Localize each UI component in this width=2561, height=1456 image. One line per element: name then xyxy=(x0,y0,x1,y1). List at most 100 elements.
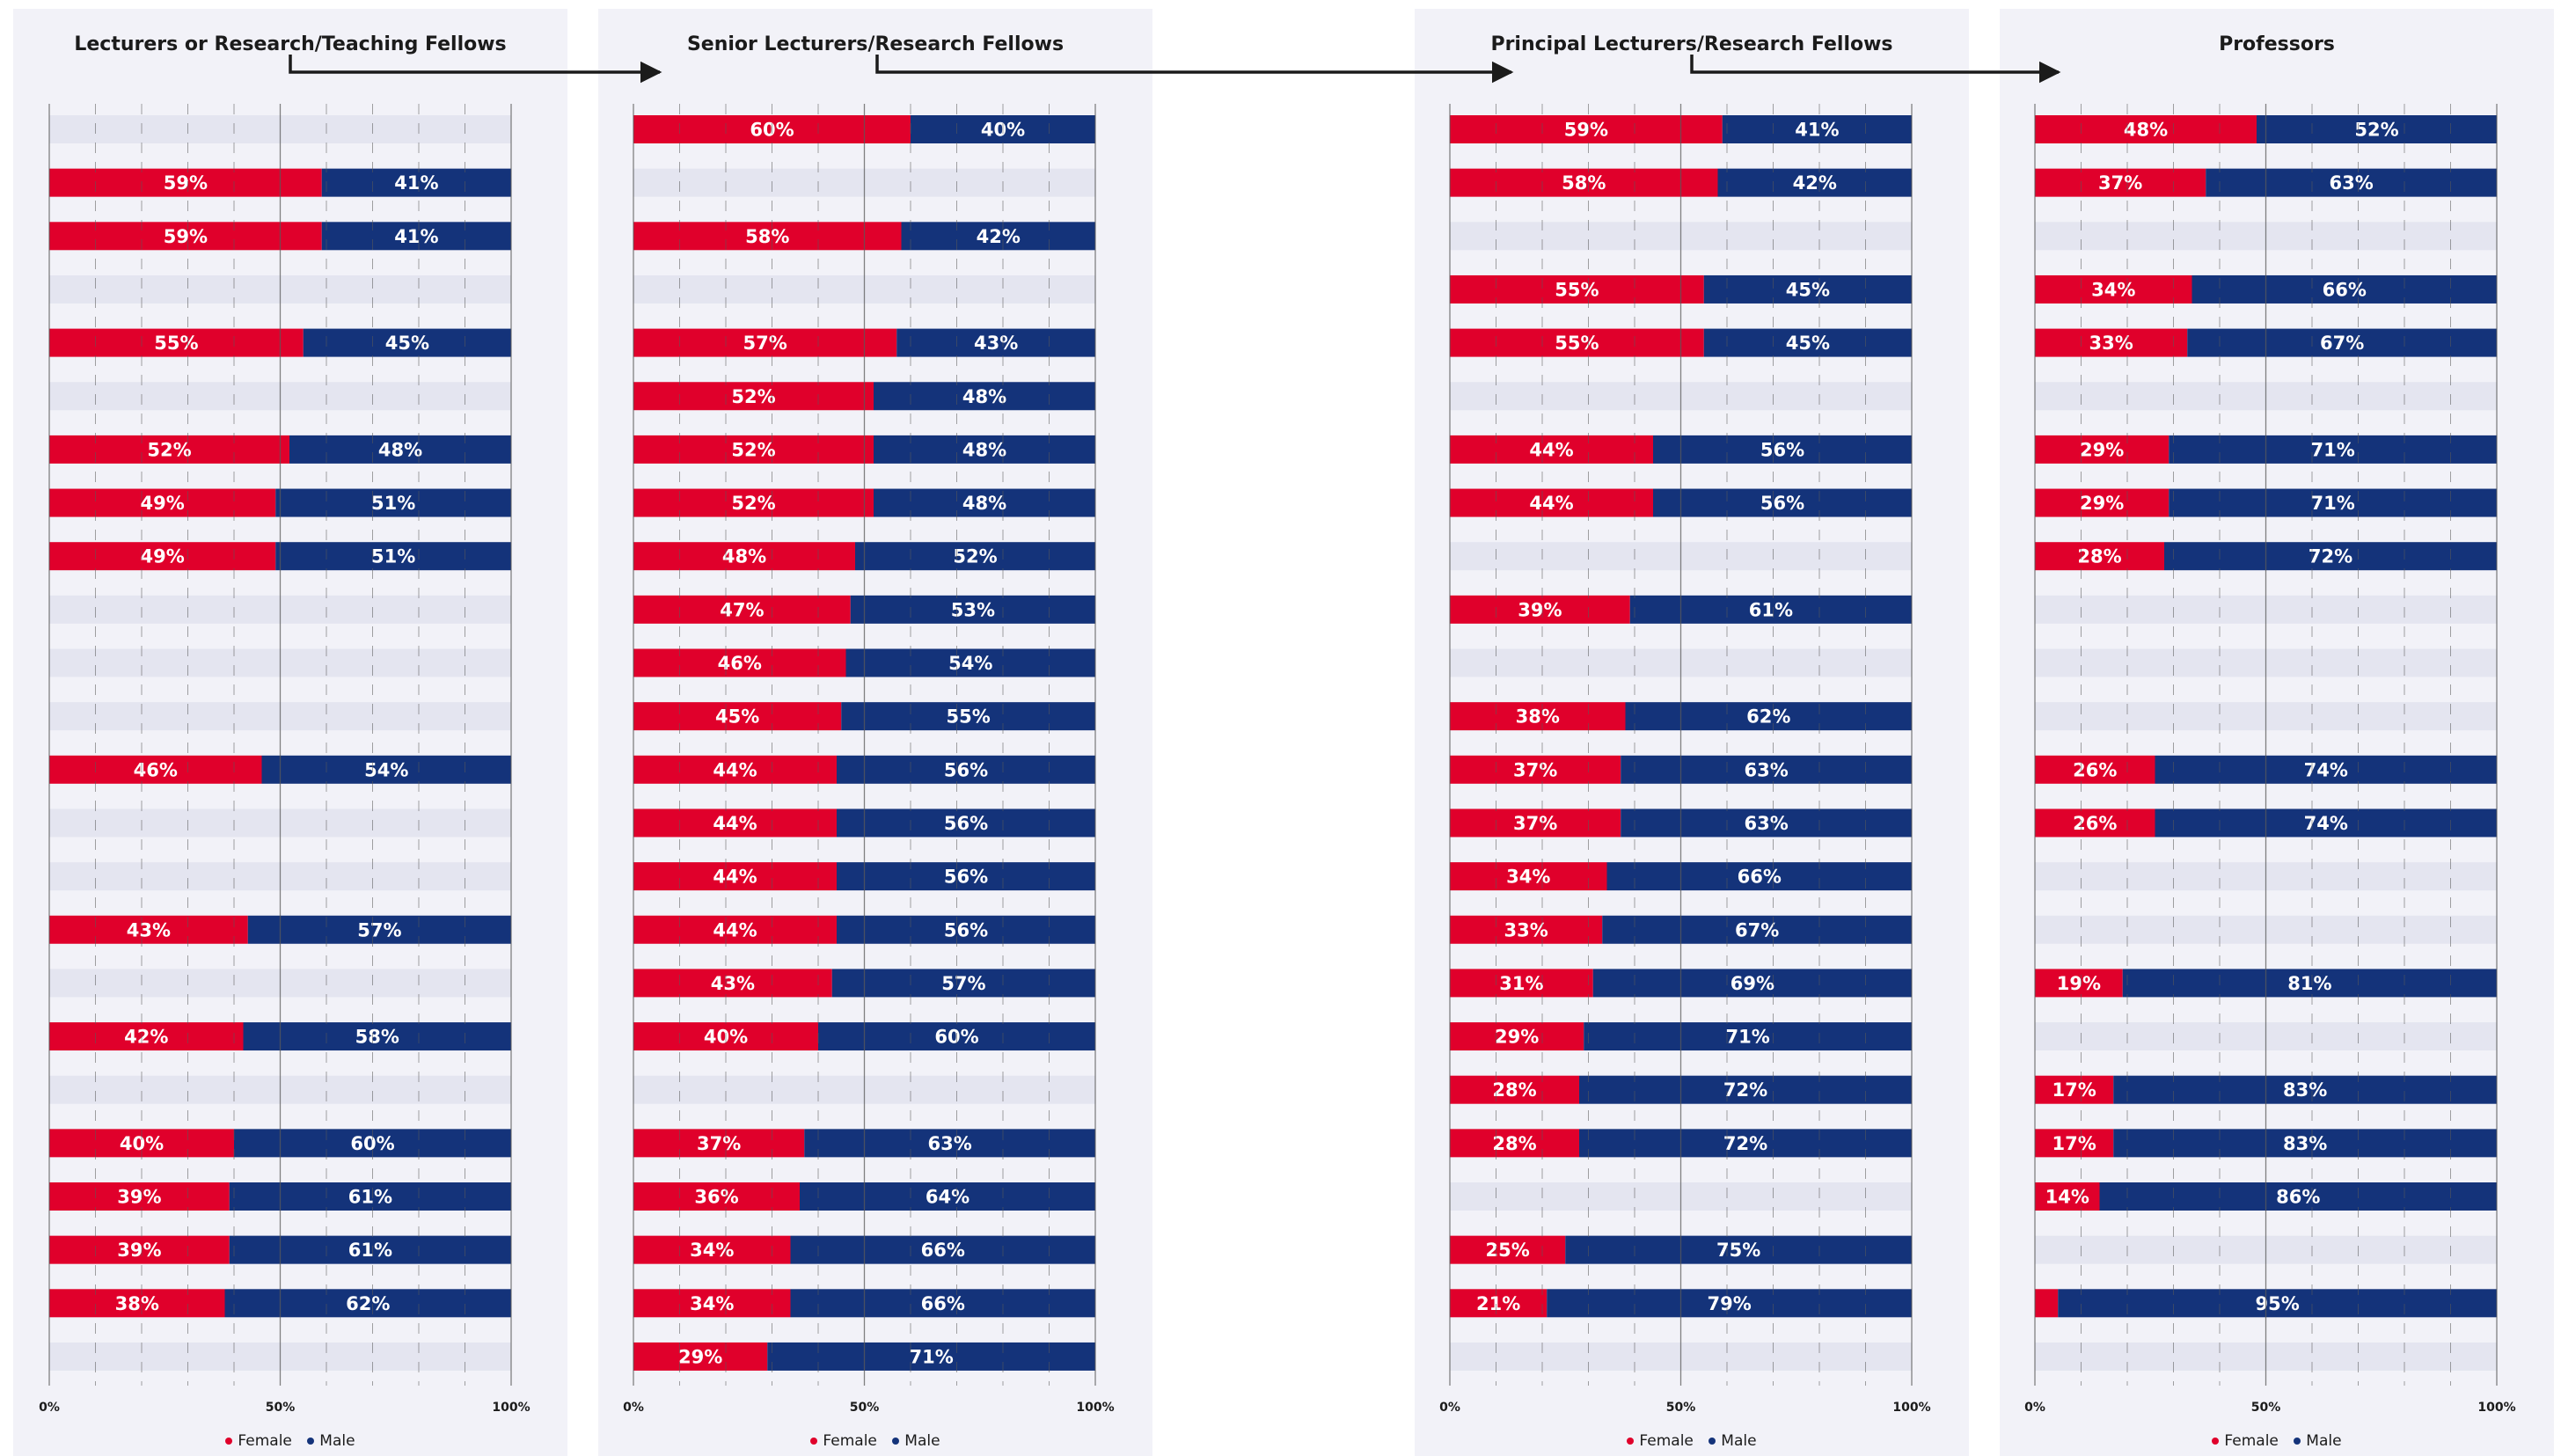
bar-female xyxy=(2035,969,2123,998)
data-label-female: 43% xyxy=(711,973,755,994)
data-label-male: 74% xyxy=(2304,813,2348,834)
data-label-male: 57% xyxy=(357,919,401,940)
data-label-female: 26% xyxy=(2073,813,2117,834)
data-label-male: 62% xyxy=(346,1293,390,1314)
bar-male xyxy=(855,542,1095,571)
bar-male xyxy=(229,1182,511,1211)
data-label-female: 52% xyxy=(731,439,775,460)
bar-female xyxy=(633,382,874,411)
bar-male xyxy=(790,1235,1095,1264)
data-label-female: 44% xyxy=(713,867,757,888)
data-label-male: 51% xyxy=(371,493,415,514)
data-label-female: 17% xyxy=(2052,1133,2096,1154)
data-label-female: 33% xyxy=(1504,919,1548,940)
data-label-male: 71% xyxy=(909,1346,953,1367)
bar-female xyxy=(2035,168,2206,197)
legend-item-female: Female xyxy=(225,1432,292,1450)
bar-female xyxy=(1450,595,1630,624)
data-label-female: 33% xyxy=(2089,333,2133,354)
data-label-female: 28% xyxy=(2077,546,2121,567)
data-label-female: 52% xyxy=(731,493,775,514)
bar-female xyxy=(633,648,846,677)
data-label-female: 31% xyxy=(1499,973,1543,994)
data-label-male: 67% xyxy=(1735,919,1779,940)
data-label-female: 47% xyxy=(720,599,764,620)
legend-label: Male xyxy=(319,1432,355,1450)
data-label-female: 58% xyxy=(1562,172,1606,194)
data-label-male: 48% xyxy=(962,493,1006,514)
bar-female xyxy=(2035,808,2155,838)
chart-group: 60% 40%58% 42%57% 43%52% 48%52% 48%52% 48%48% 5… xyxy=(623,104,1115,1415)
bar-female xyxy=(1450,1289,1548,1318)
data-label-male: 61% xyxy=(348,1240,392,1261)
legend-label: Female xyxy=(1639,1432,1694,1450)
bar-female xyxy=(633,702,842,731)
bar-female xyxy=(2035,1182,2100,1211)
data-label-male: 63% xyxy=(1744,813,1788,834)
data-label-male: 81% xyxy=(2287,973,2331,994)
data-label-male: 48% xyxy=(962,439,1006,460)
bar-female xyxy=(1450,488,1653,517)
data-label-female: 59% xyxy=(164,226,208,247)
data-label-female: 45% xyxy=(715,706,759,728)
bar-male xyxy=(896,328,1095,357)
data-label-male: 56% xyxy=(1760,493,1804,514)
data-label-female: 29% xyxy=(2080,439,2124,460)
bar-male xyxy=(1621,755,1912,784)
bar-female xyxy=(49,542,276,571)
data-label-male: 69% xyxy=(1731,973,1774,994)
data-label-male: 52% xyxy=(953,546,997,567)
bar-male xyxy=(1565,1235,1912,1264)
data-label-male: 66% xyxy=(2323,279,2367,300)
bar-male xyxy=(837,915,1095,944)
data-label-male: 71% xyxy=(1725,1027,1769,1048)
bar-male xyxy=(1584,1022,1912,1051)
female-dot-icon xyxy=(810,1438,818,1445)
bar-male xyxy=(261,755,511,784)
data-label-female: 49% xyxy=(140,493,184,514)
bar-female xyxy=(1450,1129,1579,1158)
data-label-male: 42% xyxy=(1793,172,1837,194)
bar-female xyxy=(633,222,902,251)
legend-label: Female xyxy=(823,1432,877,1450)
data-label-male: 71% xyxy=(2310,493,2354,514)
bar-female xyxy=(633,808,837,838)
arrow-icon xyxy=(289,55,662,84)
bar-male xyxy=(901,222,1095,251)
data-label-female: 44% xyxy=(713,813,757,834)
bar-female xyxy=(1450,755,1621,784)
bar-female xyxy=(633,435,874,464)
data-label-male: 72% xyxy=(1723,1133,1767,1154)
data-label-female: 26% xyxy=(2073,759,2117,780)
bar-male xyxy=(1703,328,1912,357)
bar-female xyxy=(49,1022,244,1051)
data-label-male: 79% xyxy=(1707,1293,1751,1314)
data-label-male: 72% xyxy=(1723,1079,1767,1101)
data-label-female: 34% xyxy=(2091,279,2135,300)
x-tick-label: 50% xyxy=(2251,1401,2281,1415)
data-label-male: 95% xyxy=(2255,1293,2299,1314)
bar-female xyxy=(633,328,897,357)
data-label-male: 54% xyxy=(948,653,992,674)
bar-male xyxy=(321,222,511,251)
panel-title: Principal Lecturers/Research Fellows xyxy=(1490,33,1893,55)
data-label-male: 62% xyxy=(1746,706,1790,728)
data-label-female: 38% xyxy=(115,1293,159,1314)
bar-female xyxy=(1450,1075,1579,1104)
data-label-female: 21% xyxy=(1476,1293,1520,1314)
data-label-male: 53% xyxy=(951,599,995,620)
data-label-female: 59% xyxy=(164,172,208,194)
bar-female xyxy=(633,969,832,998)
bar-male xyxy=(1653,488,1912,517)
legend-label: Male xyxy=(904,1432,940,1450)
data-label-female: 37% xyxy=(697,1133,741,1154)
data-label-male: 72% xyxy=(2309,546,2352,567)
data-label-female: 39% xyxy=(117,1240,161,1261)
data-label-female: 55% xyxy=(154,333,198,354)
bar-female xyxy=(633,1129,805,1158)
bar-male xyxy=(275,488,511,517)
bar-male xyxy=(767,1342,1095,1371)
data-label-male: 48% xyxy=(378,439,422,460)
data-label-male: 41% xyxy=(394,226,438,247)
female-dot-icon xyxy=(2212,1438,2220,1445)
